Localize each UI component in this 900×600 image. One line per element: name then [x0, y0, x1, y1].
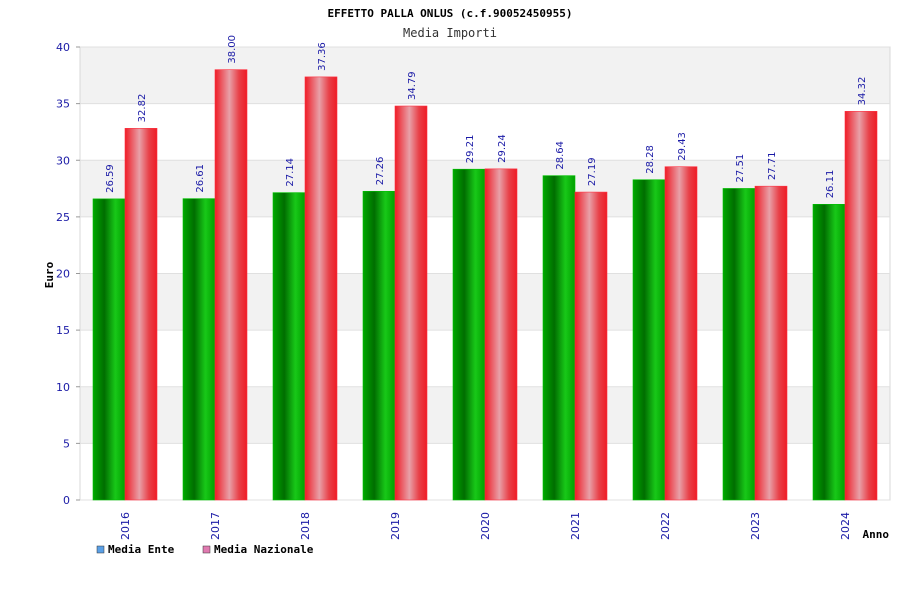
bar-media-ente-2018	[272, 192, 306, 501]
value-label: 27.19	[587, 157, 598, 186]
value-label: 27.14	[285, 158, 296, 187]
value-label: 32.82	[137, 94, 148, 123]
bar-media-nazionale-2020	[484, 168, 518, 501]
y-tick-label: 40	[56, 41, 70, 54]
bar-media-nazionale-2019	[394, 105, 428, 501]
bar-media-ente-2022	[632, 179, 666, 501]
x-tick-label: 2020	[479, 512, 492, 540]
legend-label: Media Nazionale	[214, 543, 314, 556]
y-tick-label: 10	[56, 381, 70, 394]
y-tick-label: 35	[56, 98, 70, 111]
bar-media-nazionale-2018	[304, 76, 338, 501]
value-label: 34.79	[407, 71, 418, 100]
x-axis-ticks: 2016 2017 2018 2019 2020 2021 2022 2023 2024	[119, 512, 852, 540]
x-tick-label: 2016	[119, 512, 132, 540]
value-label: 29.24	[497, 134, 508, 163]
x-tick-label: 2021	[569, 512, 582, 540]
chart-title: EFFETTO PALLA ONLUS (c.f.90052450955)	[327, 7, 572, 20]
value-label: 28.64	[555, 141, 566, 170]
y-tick-label: 0	[63, 494, 70, 507]
bar-media-ente-2016	[92, 198, 126, 501]
value-label: 29.43	[677, 132, 688, 161]
bars	[92, 69, 878, 501]
legend-swatch	[202, 545, 211, 554]
value-label: 27.51	[735, 154, 746, 183]
value-label: 26.59	[105, 164, 116, 193]
x-tick-label: 2024	[839, 512, 852, 540]
bar-media-ente-2020	[452, 168, 486, 501]
bar-media-ente-2023	[722, 188, 756, 501]
bar-media-nazionale-2022	[664, 166, 698, 501]
y-tick-label: 5	[63, 437, 70, 450]
y-axis-ticks: 0 5 10 15 20 25 30 35 40	[56, 41, 80, 507]
x-axis-label: Anno	[863, 528, 890, 541]
legend: Media Ente Media Nazionale	[96, 543, 314, 556]
bar-media-ente-2024	[812, 204, 846, 501]
value-label: 38.00	[227, 35, 238, 64]
x-tick-label: 2022	[659, 512, 672, 540]
value-label: 27.26	[375, 157, 386, 186]
value-label: 37.36	[317, 42, 328, 71]
legend-swatch	[96, 545, 105, 554]
value-label: 28.28	[645, 145, 656, 174]
y-tick-label: 15	[56, 324, 70, 337]
plot-band	[80, 47, 890, 104]
value-label: 29.21	[465, 135, 476, 164]
bar-media-nazionale-2023	[754, 185, 788, 501]
x-tick-label: 2018	[299, 512, 312, 540]
bar-media-nazionale-2016	[124, 128, 158, 501]
x-tick-label: 2019	[389, 512, 402, 540]
y-axis-label: Euro	[43, 261, 56, 288]
bar-media-ente-2021	[542, 175, 576, 501]
chart-subtitle: Media Importi	[403, 26, 497, 40]
y-tick-label: 25	[56, 211, 70, 224]
value-label: 26.11	[825, 170, 836, 199]
bar-media-ente-2017	[182, 198, 216, 501]
bar-media-ente-2019	[362, 190, 396, 501]
bar-media-nazionale-2024	[844, 111, 878, 501]
legend-label: Media Ente	[108, 543, 175, 556]
value-labels: 26.59 32.82 26.61 38.00 27.14 37.36 27.26 34.79…	[105, 35, 868, 198]
x-tick-label: 2017	[209, 512, 222, 540]
value-label: 34.32	[857, 77, 868, 106]
x-tick-label: 2023	[749, 512, 762, 540]
bar-media-nazionale-2021	[574, 191, 608, 501]
value-label: 27.71	[767, 152, 778, 181]
y-tick-label: 30	[56, 154, 70, 167]
bar-media-nazionale-2017	[214, 69, 248, 501]
y-tick-label: 20	[56, 268, 70, 281]
value-label: 26.61	[195, 164, 206, 193]
